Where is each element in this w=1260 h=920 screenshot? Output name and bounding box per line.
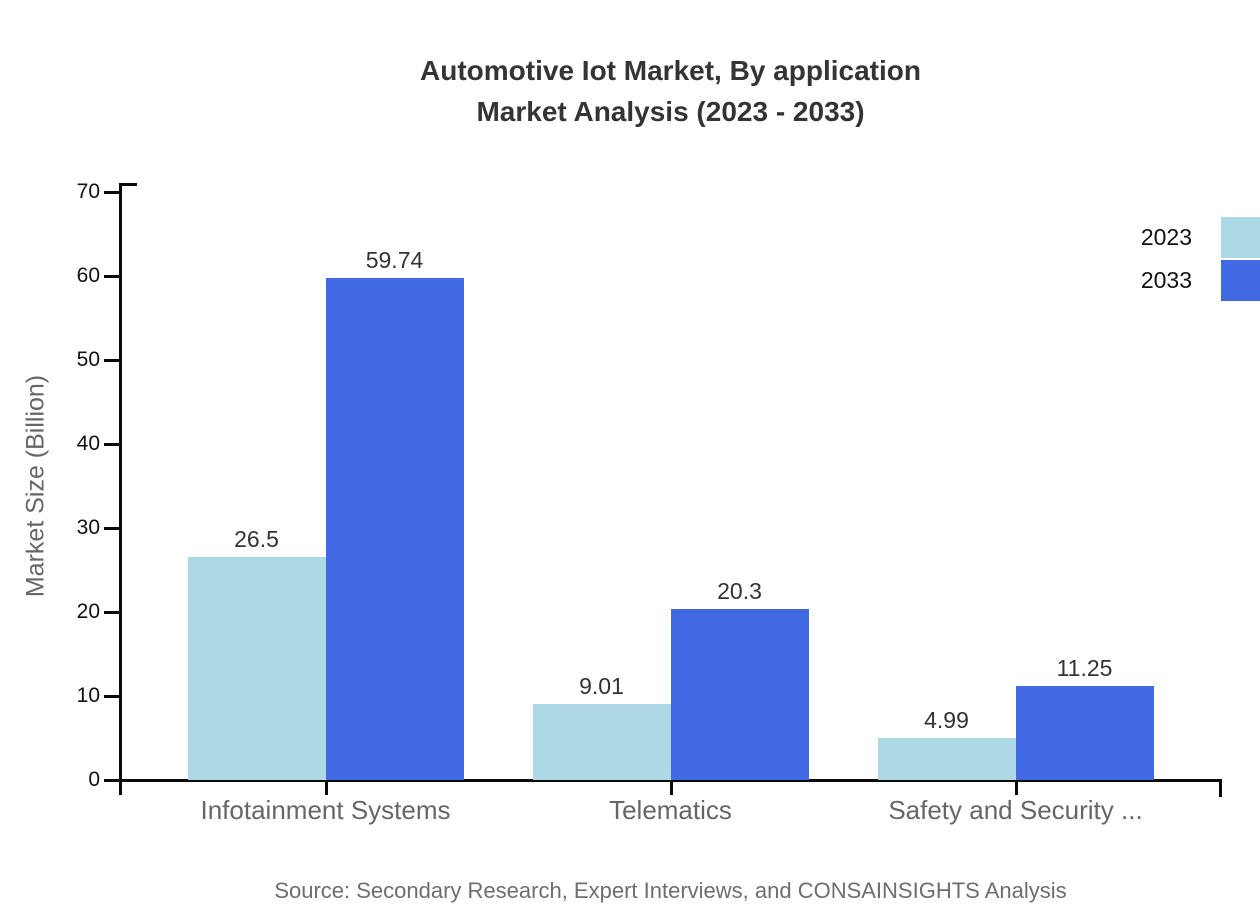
legend-label: 2023 bbox=[1140, 224, 1192, 250]
source-note: Source: Secondary Research, Expert Inter… bbox=[274, 878, 1067, 903]
bar-value-label: 59.74 bbox=[365, 247, 424, 274]
category-label: Telematics bbox=[609, 795, 732, 825]
bar-2023-1 bbox=[187, 557, 326, 780]
bar-2033-3 bbox=[1015, 685, 1154, 780]
y-axis-tick-label: 50 bbox=[76, 348, 100, 371]
legend-item-2033: 2033 bbox=[1141, 260, 1260, 301]
bar-value-label: 9.01 bbox=[579, 673, 624, 700]
legend-swatch bbox=[1221, 217, 1260, 258]
x-axis-spine bbox=[104, 779, 1222, 782]
y-axis-tick-label: 20 bbox=[76, 600, 100, 623]
y-axis-tick bbox=[104, 359, 120, 362]
bar-2023-2 bbox=[532, 704, 671, 780]
y-axis-tick bbox=[104, 695, 120, 698]
x-axis-tick bbox=[324, 780, 328, 795]
chart-title-line1: Automotive Iot Market, By application bbox=[420, 55, 921, 86]
y-axis-tick-label: 10 bbox=[76, 684, 100, 707]
legend-item-2023: 2023 bbox=[1141, 217, 1260, 258]
chart-title: Automotive Iot Market, By application Ma… bbox=[120, 50, 1221, 132]
bar-2033-2 bbox=[670, 609, 809, 780]
bar-value-label: 4.99 bbox=[924, 707, 969, 734]
y-axis-tick bbox=[104, 443, 120, 446]
y-axis-tick bbox=[104, 611, 120, 614]
category-label: Safety and Security ... bbox=[888, 795, 1143, 825]
bar-value-label: 26.5 bbox=[234, 526, 279, 553]
y-axis-top-cap bbox=[119, 183, 137, 186]
y-axis-tick-label: 70 bbox=[76, 180, 100, 203]
bar-2033-1 bbox=[325, 278, 464, 780]
y-axis-tick-label: 60 bbox=[76, 264, 100, 287]
legend: 2023 2033 bbox=[1141, 217, 1260, 303]
chart-title-line2: Market Analysis (2023 - 2033) bbox=[476, 96, 865, 127]
y-axis-tick-label: 0 bbox=[88, 768, 100, 791]
y-axis-label: Market Size (Billion) bbox=[21, 374, 50, 598]
y-axis-tick bbox=[104, 779, 120, 782]
y-axis-spine bbox=[119, 183, 122, 795]
x-axis-right-cap bbox=[1219, 779, 1222, 797]
legend-label: 2033 bbox=[1140, 267, 1192, 293]
y-axis-tick-label: 30 bbox=[76, 516, 100, 539]
legend-swatch bbox=[1221, 260, 1260, 301]
y-axis-tick bbox=[104, 527, 120, 530]
bar-value-label: 20.3 bbox=[717, 578, 762, 605]
x-axis-tick bbox=[1014, 780, 1018, 795]
y-axis-tick-label: 40 bbox=[76, 432, 100, 455]
category-label: Infotainment Systems bbox=[200, 795, 451, 825]
bar-value-label: 11.25 bbox=[1056, 654, 1113, 681]
y-axis-tick bbox=[104, 191, 120, 194]
y-axis-tick bbox=[104, 275, 120, 278]
x-axis-tick bbox=[669, 780, 673, 795]
bar-2023-3 bbox=[877, 738, 1016, 780]
